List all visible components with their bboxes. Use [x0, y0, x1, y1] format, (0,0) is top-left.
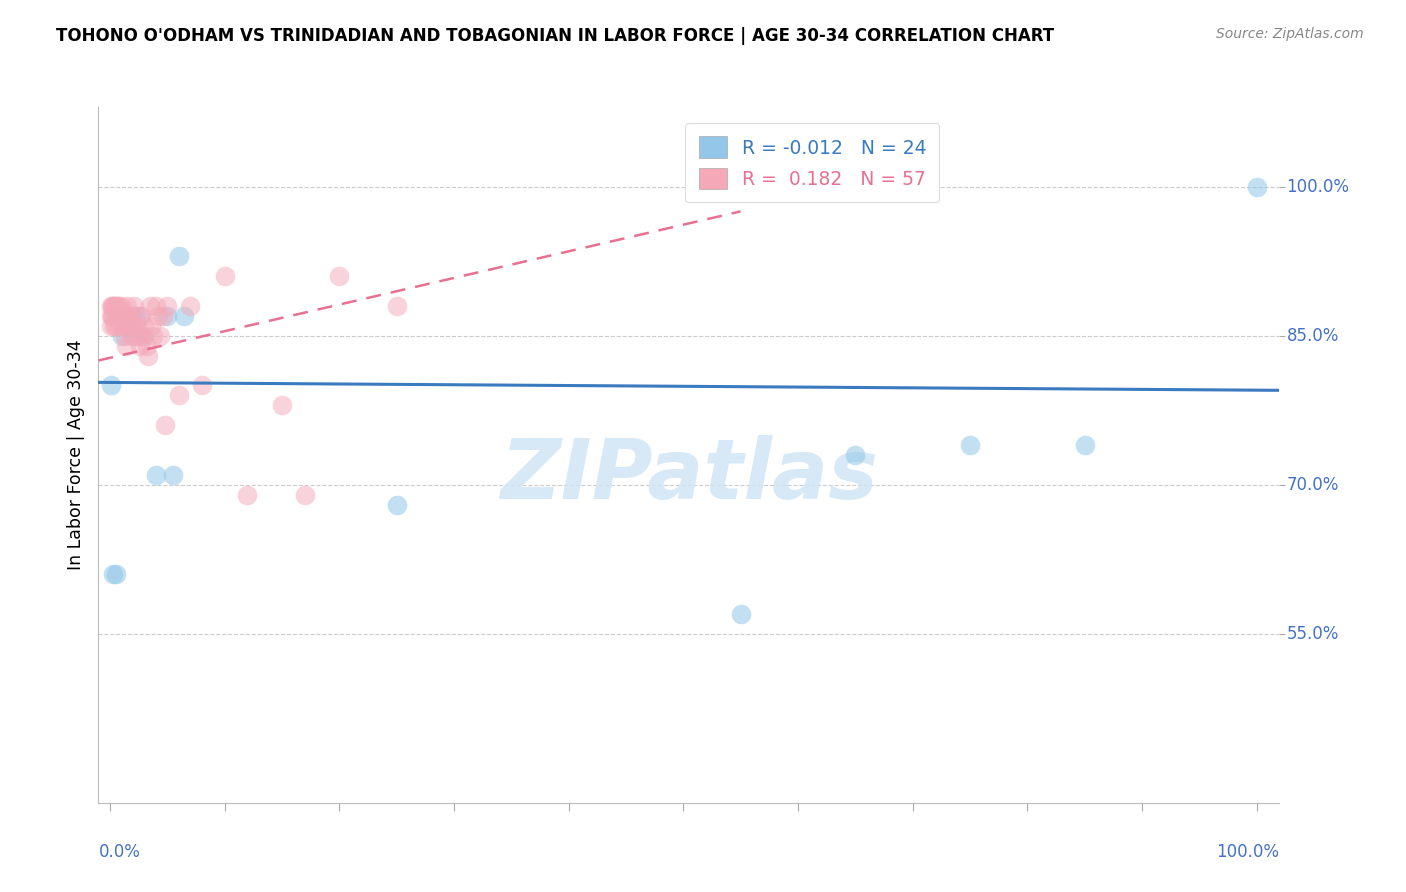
Point — [103, 318, 125, 333]
Point — [179, 299, 201, 313]
Point — [103, 299, 125, 313]
Point — [190, 378, 212, 392]
Point — [135, 338, 157, 352]
Point — [141, 318, 163, 333]
Point — [730, 607, 752, 621]
Point — [149, 328, 172, 343]
Point — [142, 328, 165, 343]
Point — [270, 398, 292, 412]
Point — [103, 567, 125, 582]
Text: 100.0%: 100.0% — [1216, 843, 1279, 861]
Point — [122, 299, 145, 313]
Point — [114, 309, 136, 323]
Point — [162, 467, 184, 482]
Text: ZIPatlas: ZIPatlas — [501, 435, 877, 516]
Point — [100, 318, 122, 333]
Point — [145, 467, 167, 482]
Point — [115, 338, 138, 352]
Point — [173, 309, 195, 323]
Point — [114, 328, 136, 343]
Point — [214, 268, 236, 283]
Point — [153, 418, 176, 433]
Point — [115, 318, 138, 333]
Point — [385, 299, 408, 313]
Point — [959, 438, 981, 452]
Point — [131, 328, 153, 343]
Point — [101, 309, 124, 323]
Point — [115, 299, 138, 313]
Point — [136, 349, 159, 363]
Point — [108, 309, 131, 323]
Point — [110, 299, 132, 313]
Text: 85.0%: 85.0% — [1286, 326, 1339, 344]
Point — [111, 309, 134, 323]
Text: Source: ZipAtlas.com: Source: ZipAtlas.com — [1216, 27, 1364, 41]
Point — [101, 299, 124, 313]
Point — [104, 567, 127, 582]
Point — [103, 299, 125, 313]
Point — [128, 309, 150, 323]
Point — [103, 309, 125, 323]
Point — [121, 328, 143, 343]
Point — [134, 318, 156, 333]
Point — [236, 488, 259, 502]
Point — [156, 299, 179, 313]
Point — [107, 309, 129, 323]
Point — [146, 309, 169, 323]
Point — [120, 318, 142, 333]
Point — [294, 488, 316, 502]
Point — [385, 498, 408, 512]
Point — [167, 249, 190, 263]
Point — [112, 318, 135, 333]
Point — [100, 309, 122, 323]
Point — [105, 299, 128, 313]
Point — [152, 309, 174, 323]
Point — [121, 318, 143, 333]
Point — [128, 328, 150, 343]
Point — [139, 299, 162, 313]
Point — [107, 309, 129, 323]
Point — [129, 309, 152, 323]
Text: 0.0%: 0.0% — [98, 843, 141, 861]
Text: 70.0%: 70.0% — [1286, 475, 1339, 494]
Point — [111, 328, 134, 343]
Point — [124, 309, 146, 323]
Point — [121, 309, 143, 323]
Point — [105, 309, 128, 323]
Point — [107, 299, 129, 313]
Point — [100, 378, 122, 392]
Point — [844, 448, 866, 462]
Text: TOHONO O'ODHAM VS TRINIDADIAN AND TOBAGONIAN IN LABOR FORCE | AGE 30-34 CORRELAT: TOHONO O'ODHAM VS TRINIDADIAN AND TOBAGO… — [56, 27, 1054, 45]
Point — [145, 299, 167, 313]
Text: 55.0%: 55.0% — [1286, 624, 1339, 643]
Point — [104, 318, 127, 333]
Point — [124, 328, 146, 343]
Point — [118, 309, 141, 323]
Y-axis label: In Labor Force | Age 30-34: In Labor Force | Age 30-34 — [66, 340, 84, 570]
Point — [134, 328, 156, 343]
Point — [328, 268, 350, 283]
Legend: R = -0.012   N = 24, R =  0.182   N = 57: R = -0.012 N = 24, R = 0.182 N = 57 — [685, 123, 939, 202]
Point — [100, 299, 122, 313]
Point — [1073, 438, 1095, 452]
Point — [117, 309, 139, 323]
Point — [120, 318, 142, 333]
Point — [156, 309, 179, 323]
Point — [108, 309, 131, 323]
Point — [108, 309, 131, 323]
Point — [1246, 179, 1268, 194]
Point — [128, 338, 150, 352]
Point — [167, 388, 190, 402]
Point — [110, 318, 132, 333]
Point — [125, 318, 148, 333]
Text: 100.0%: 100.0% — [1286, 178, 1350, 195]
Point — [104, 299, 127, 313]
